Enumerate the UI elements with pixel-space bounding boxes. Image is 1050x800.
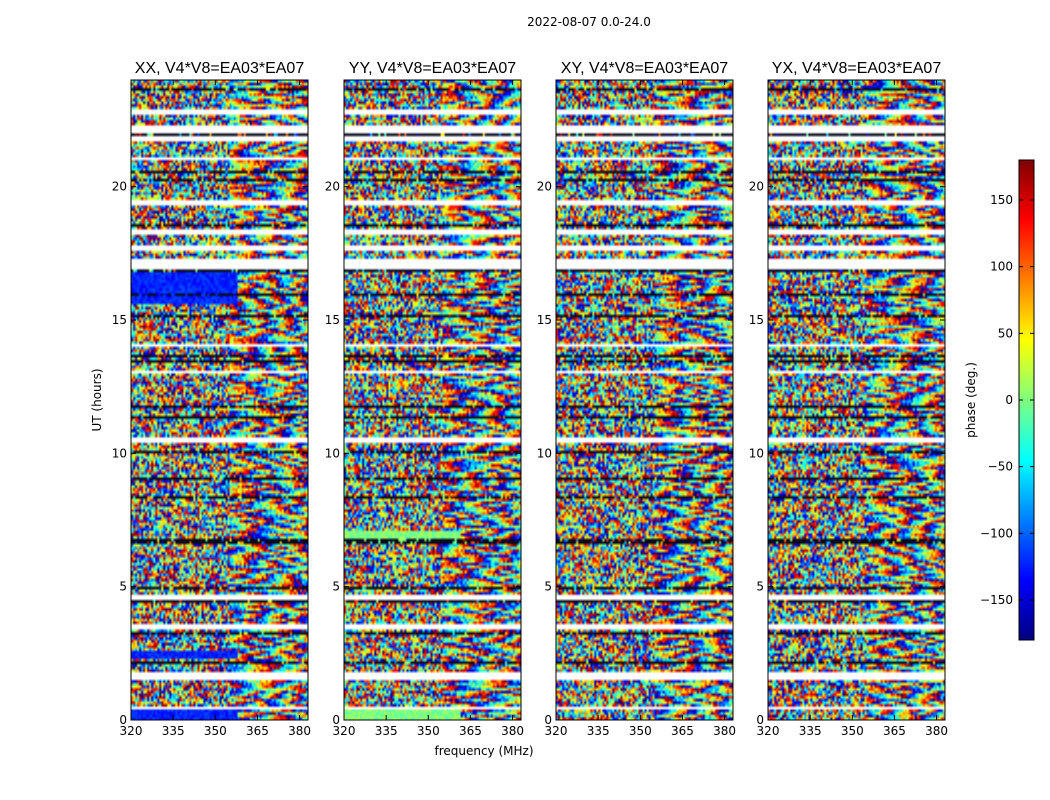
x-tick-label: 335 [162,724,185,738]
y-tick-label: 10 [537,446,552,460]
panel-xx: XX, V4*V8=EA03*EA07 320 335 350 365 380 0 5 10 15… [112,60,311,738]
panel-title: YX, V4*V8=EA03*EA07 [772,60,942,77]
x-tick-label: 350 [417,724,440,738]
x-tick-label: 380 [713,724,736,738]
panel-title: YY, V4*V8=EA03*EA07 [349,60,516,77]
y-tick-label: 5 [544,580,552,594]
x-tick-label: 350 [841,724,864,738]
axes-frame [130,79,309,721]
y-tick-label: 0 [756,713,764,727]
y-tick-label: 15 [749,313,764,327]
panel-group: XX, V4*V8=EA03*EA07 320 335 350 365 380 0 5 10 15… [112,60,948,738]
phase-heatmap [344,80,521,720]
panel-title: XX, V4*V8=EA03*EA07 [135,60,305,77]
x-tick-label: 365 [671,724,694,738]
y-tick-label: 20 [537,180,552,194]
y-tick-label: 5 [332,580,340,594]
colorbar-tick-label: 50 [998,326,1013,340]
x-tick-label: 320 [757,724,780,738]
y-tick-label: 10 [112,446,127,460]
x-tick-label: 365 [459,724,482,738]
y-tick-label: 5 [756,580,764,594]
x-tick-label: 380 [288,724,311,738]
colorbar-label: phase (deg.) [964,362,978,438]
panel-yy: YY, V4*V8=EA03*EA07 320 335 350 365 380 0 5 10 15… [325,60,524,738]
panel-yx: YX, V4*V8=EA03*EA07 320 335 350 365 380 0 5 10 15… [749,60,948,738]
x-tick-label: 335 [587,724,610,738]
y-tick-label: 5 [119,580,127,594]
y-tick-label: 15 [112,313,127,327]
y-tick-label: 0 [119,713,127,727]
x-tick-label: 365 [883,724,906,738]
y-tick-label: 15 [325,313,340,327]
y-tick-label: 0 [332,713,340,727]
phase-heatmap [131,80,308,720]
x-tick-label: 380 [501,724,524,738]
colorbar-tick-label: −150 [980,593,1013,607]
colorbar-tick-label: 100 [990,260,1013,274]
phase-heatmap [768,80,945,720]
y-tick-label: 20 [325,180,340,194]
phase-heatmap [556,80,733,720]
colorbar-tick-label: 0 [1005,393,1013,407]
colorbar: 150 100 50 0 −50 −100 −150 [980,159,1035,641]
figure-suptitle: 2022-08-07 0.0-24.0 [527,15,651,29]
axes-frame [555,79,734,721]
x-tick-label: 350 [629,724,652,738]
y-tick-label: 10 [749,446,764,460]
y-tick-label: 15 [537,313,552,327]
colorbar-tick-label: 150 [990,193,1013,207]
x-tick-label: 335 [375,724,398,738]
x-tick-label: 320 [333,724,356,738]
colorbar-tick-label: −100 [980,526,1013,540]
colorbar-tick-label: −50 [988,460,1013,474]
x-tick-label: 320 [120,724,143,738]
x-axis-label: frequency (MHz) [434,744,533,758]
x-tick-label: 335 [799,724,822,738]
y-tick-label: 10 [325,446,340,460]
x-tick-label: 365 [246,724,269,738]
panel-title: XY, V4*V8=EA03*EA07 [561,60,728,77]
x-tick-label: 380 [925,724,948,738]
y-tick-label: 0 [544,713,552,727]
y-tick-label: 20 [112,180,127,194]
axes-frame [767,79,946,721]
y-axis-label: UT (hours) [90,368,104,431]
y-tick-label: 20 [749,180,764,194]
x-tick-label: 350 [204,724,227,738]
x-tick-label: 320 [545,724,568,738]
axes-frame [343,79,522,721]
panel-xy: XY, V4*V8=EA03*EA07 320 335 350 365 380 0 5 10 15… [537,60,736,738]
